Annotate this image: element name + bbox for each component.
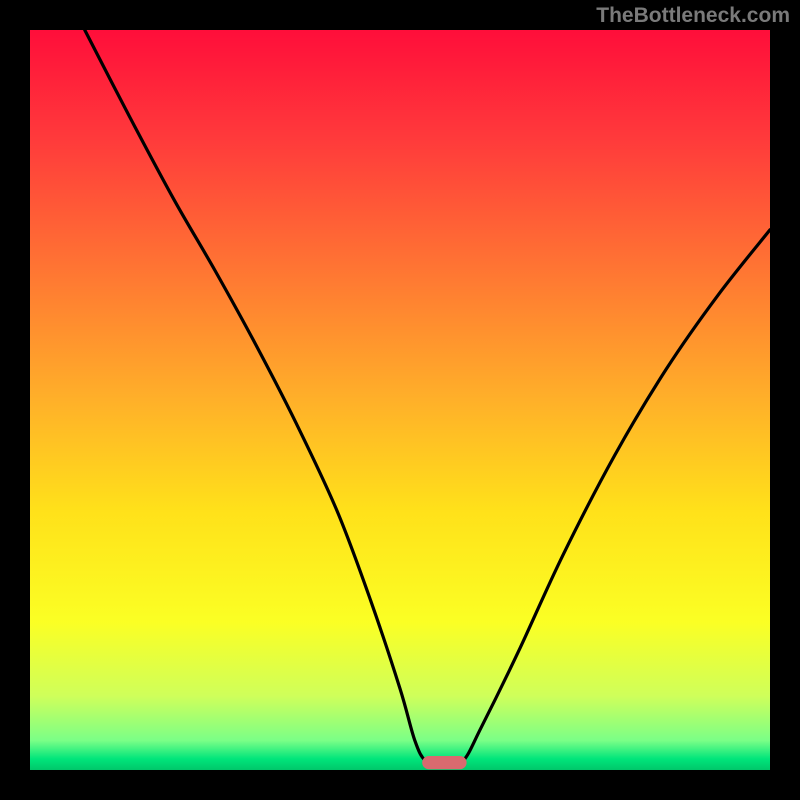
watermark-text: TheBottleneck.com <box>596 4 790 28</box>
chart-svg <box>0 0 800 800</box>
optimal-marker <box>422 756 466 769</box>
chart-container: { "watermark": { "text": "TheBottleneck.… <box>0 0 800 800</box>
